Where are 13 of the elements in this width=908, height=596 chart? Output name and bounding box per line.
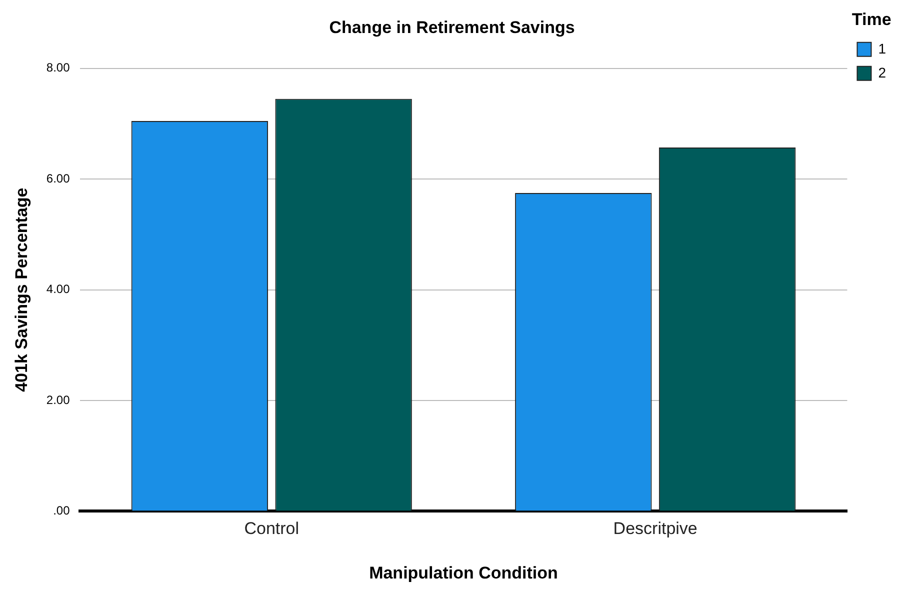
y-tick-label: 6.00 [46, 171, 70, 186]
y-axis-title: 401k Savings Percentage [12, 188, 31, 392]
legend-label: 2 [878, 64, 886, 80]
y-tick-label: .00 [53, 504, 70, 518]
legend-title: Time [852, 10, 892, 30]
y-tick-label: 8.00 [46, 60, 70, 75]
x-tick-label: Control [244, 519, 300, 538]
x-tick-label: Descritpive [613, 519, 698, 538]
y-tick-label: 4.00 [46, 282, 70, 296]
legend-label: 1 [878, 40, 886, 56]
chart-title: Change in Retirement Savings [329, 18, 575, 37]
y-tick-label: 2.00 [46, 392, 70, 407]
x-axis-title: Manipulation Condition [369, 563, 558, 582]
